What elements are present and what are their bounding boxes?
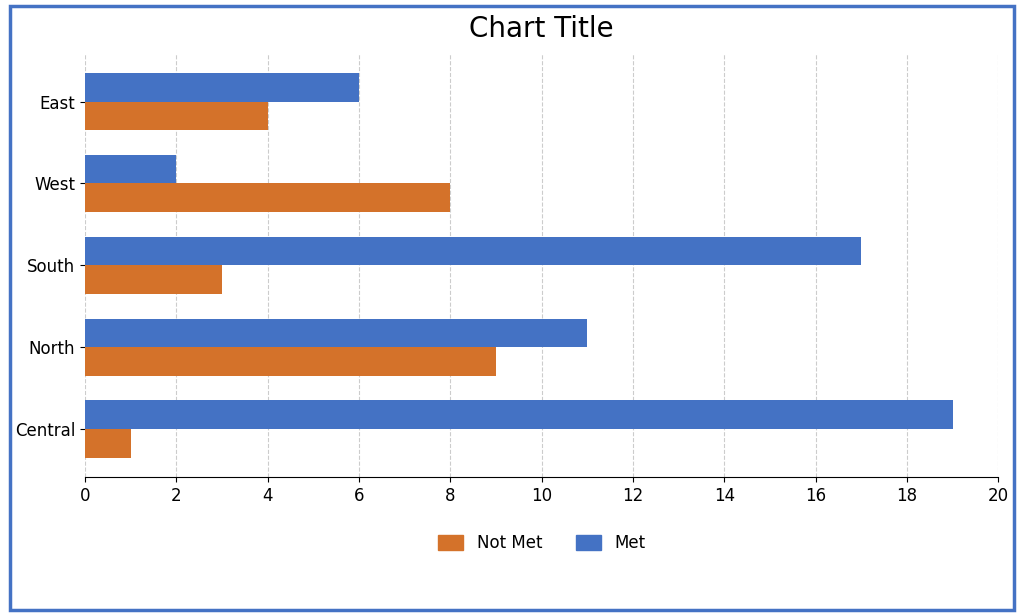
Bar xyxy=(85,265,222,294)
Bar xyxy=(85,429,131,458)
Title: Chart Title: Chart Title xyxy=(469,15,614,43)
Bar xyxy=(85,102,267,130)
Bar xyxy=(85,400,952,429)
Bar xyxy=(85,318,588,347)
Bar xyxy=(85,347,496,376)
Bar xyxy=(85,73,359,102)
Bar xyxy=(85,237,861,265)
Legend: Not Met, Met: Not Met, Met xyxy=(432,527,651,559)
Bar xyxy=(85,184,451,212)
Bar xyxy=(85,155,176,184)
